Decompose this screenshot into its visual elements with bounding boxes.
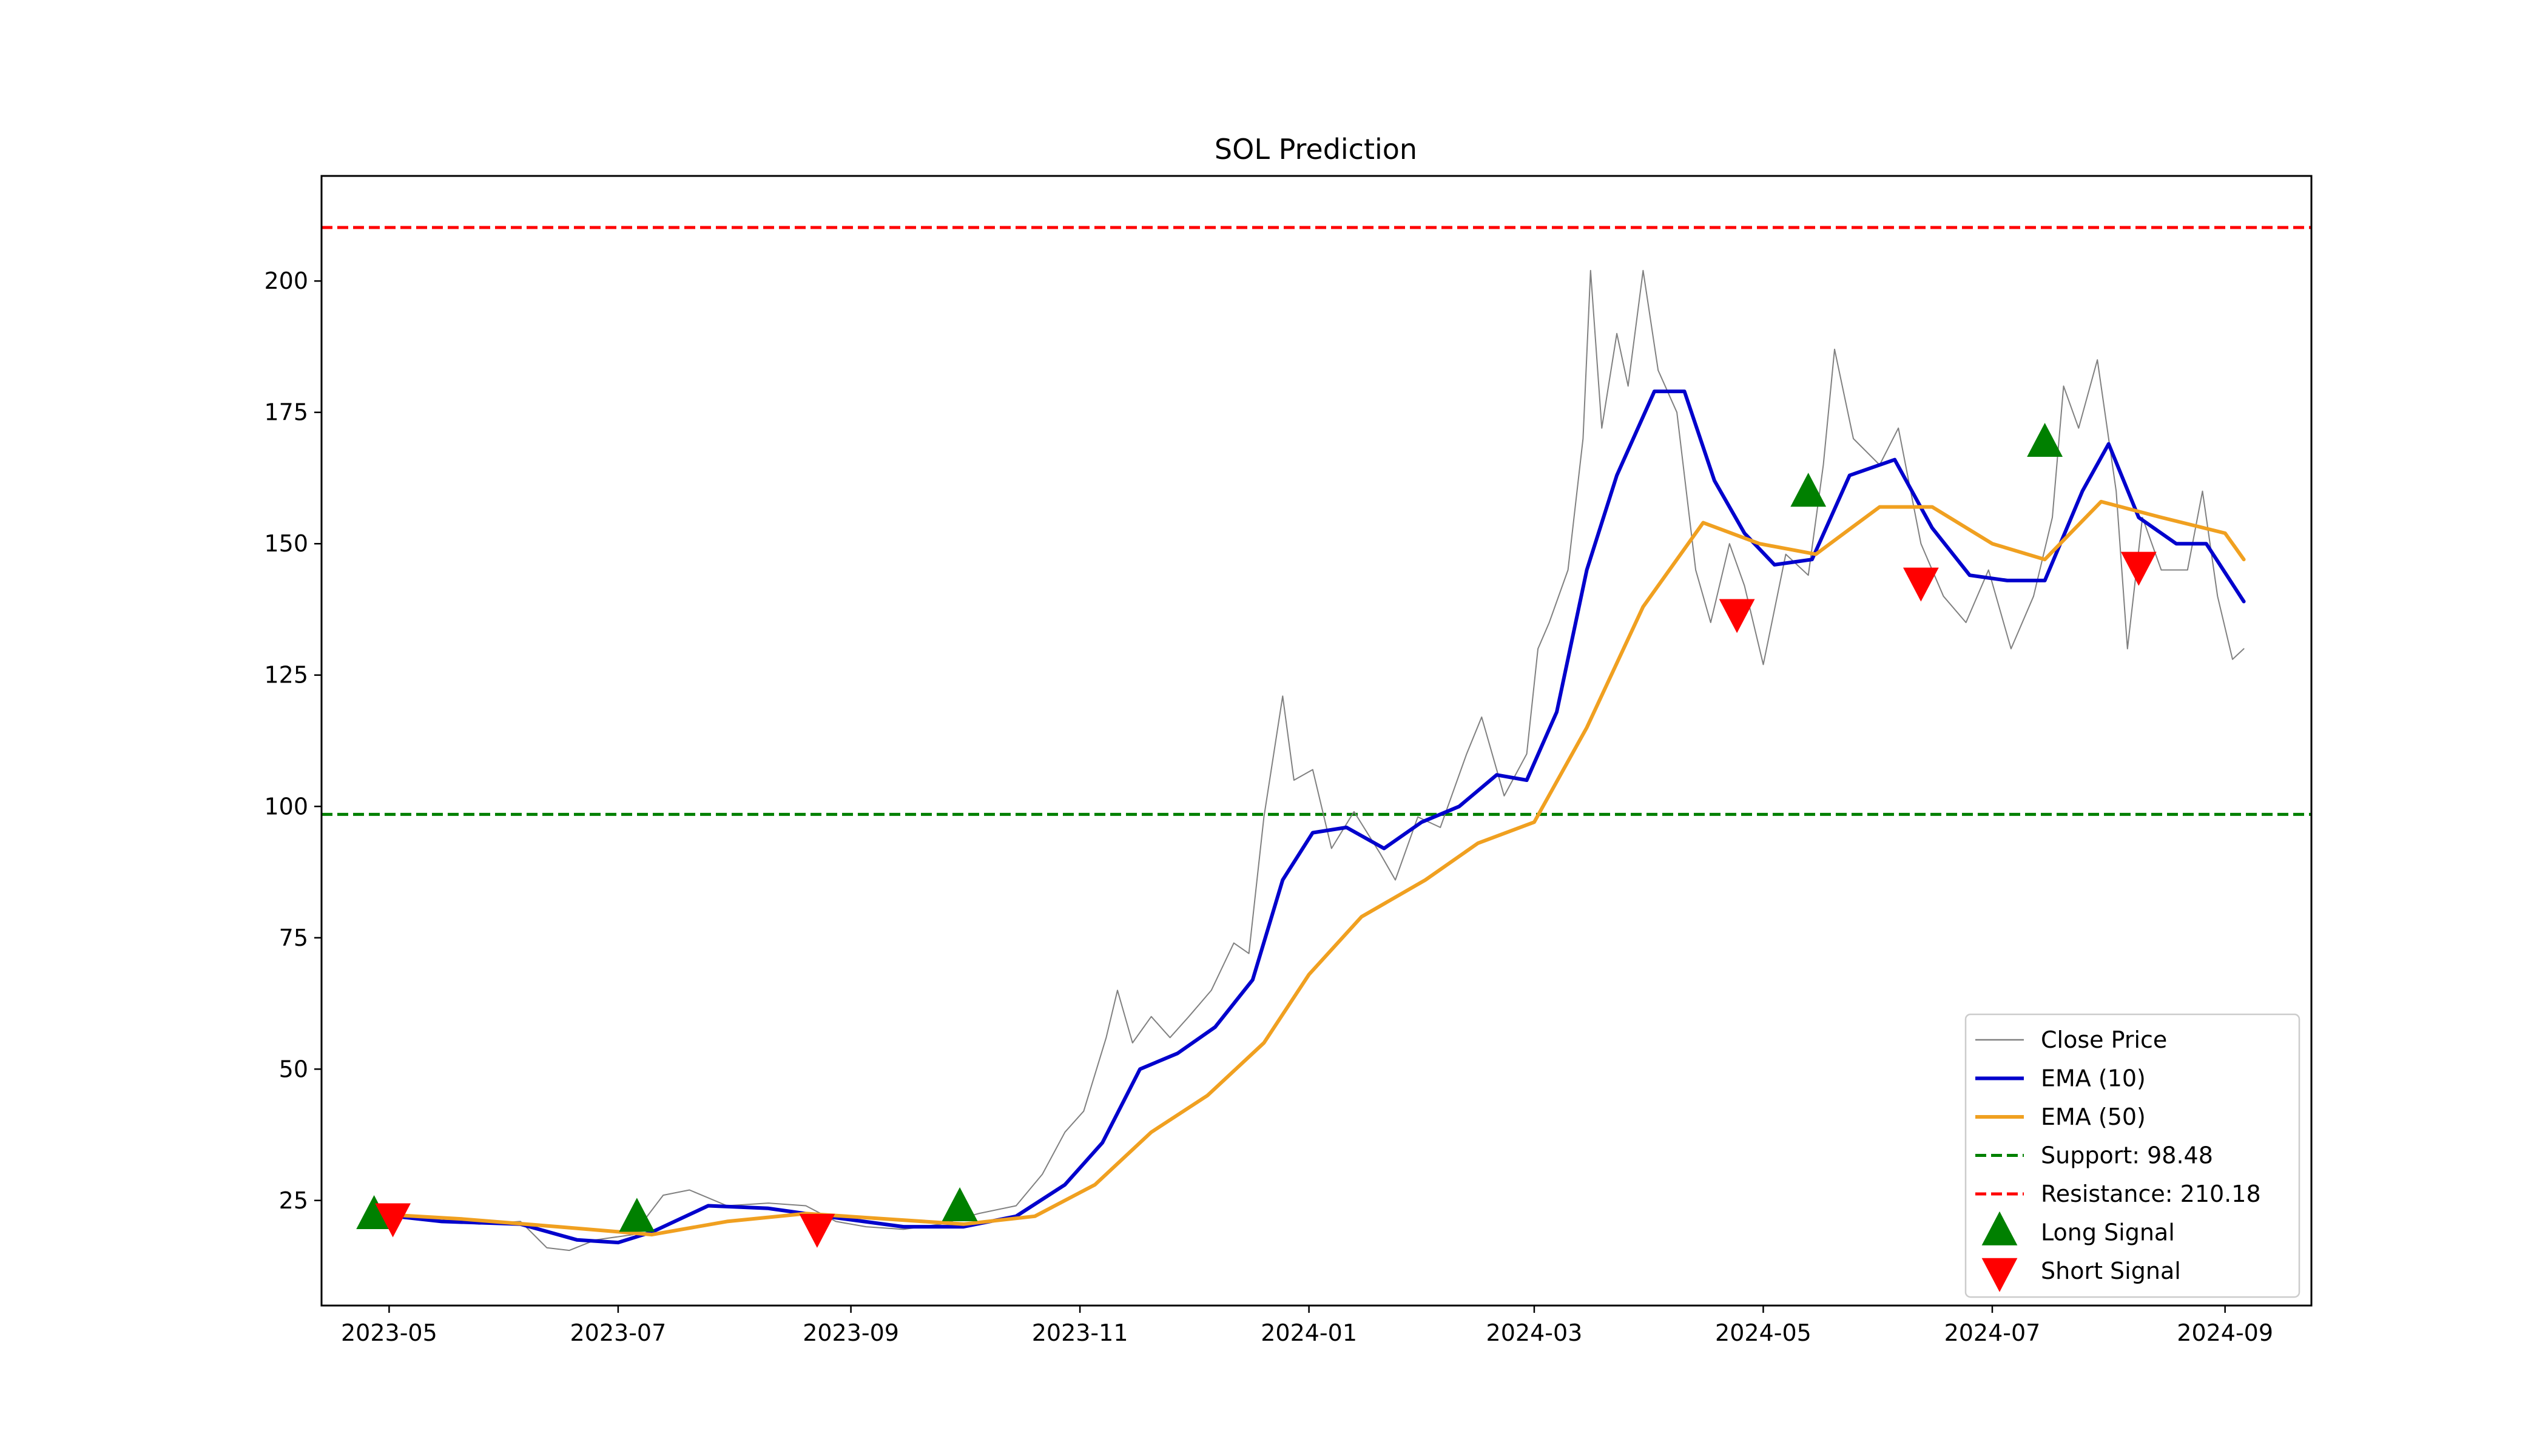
y-tick-label: 125 [264,662,308,689]
legend-label: EMA (10) [2041,1065,2146,1092]
x-tick-label: 2023-09 [803,1320,899,1346]
plot-area [322,226,2311,1252]
legend-label: Long Signal [2041,1219,2175,1246]
long-signal-marker [942,1187,978,1222]
y-tick-label: 150 [264,530,308,557]
long-signal-marker [619,1198,655,1232]
legend-label: EMA (50) [2041,1104,2146,1130]
ema-50-line [368,499,2246,1237]
legend-marker-swatch [1981,1211,2018,1245]
x-tick-label: 2023-07 [570,1320,667,1346]
x-tick-label: 2024-09 [2177,1320,2273,1346]
x-tick-label: 2023-05 [341,1320,437,1346]
legend-label: Support: 98.48 [2041,1142,2213,1169]
legend-label: Short Signal [2041,1258,2181,1284]
legend-marker-swatch [1981,1258,2018,1292]
plot-frame [320,175,2313,1307]
long-signal-marker [1790,473,1827,507]
chart-title: SOL Prediction [1215,133,1417,166]
y-tick-label: 25 [279,1187,308,1214]
ema-10-line [368,389,2246,1245]
x-tick-label: 2024-05 [1715,1320,1812,1346]
short-signal-marker [1903,567,1939,602]
short-signal-marker [1719,599,1755,633]
x-tick-label: 2024-07 [1944,1320,2041,1346]
short-signal-marker [799,1213,835,1248]
legend: Close Price EMA (10) EMA (50) Support: 98.4… [1964,1013,2300,1298]
x-tick-label: 2024-03 [1486,1320,1583,1346]
close-price-line [369,269,2245,1252]
y-tick-label: 175 [264,399,308,426]
short-signal-marker [2120,551,2157,586]
long-signal-marker [356,1195,393,1230]
y-tick-label: 50 [279,1056,308,1082]
x-tick-label: 2024-01 [1261,1320,1357,1346]
y-tick-label: 75 [279,925,308,951]
legend-box [1964,1013,2300,1298]
legend-label: Resistance: 210.18 [2041,1181,2261,1207]
short-signal-marker [375,1203,411,1238]
y-tick-label: 200 [264,268,308,294]
y-tick-label: 100 [264,793,308,820]
x-axis: 2023-05 2023-07 2023-09 2023-11 2024-01 2024-… [341,1306,2273,1346]
long-signal-marker [2027,422,2063,457]
legend-label: Close Price [2041,1026,2167,1053]
y-axis: 25 50 75 100 125 150 175 200 [264,268,322,1214]
x-tick-label: 2023-11 [1032,1320,1128,1346]
